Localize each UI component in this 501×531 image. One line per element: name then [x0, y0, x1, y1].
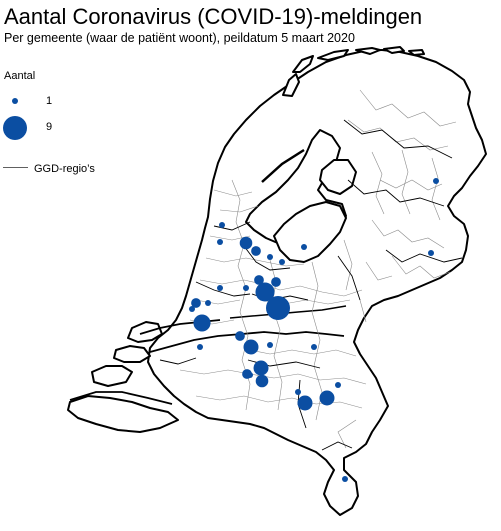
- legend-label-small: 1: [46, 95, 53, 107]
- westerschelde: [69, 391, 173, 405]
- afsluitdijk: [261, 148, 305, 183]
- case-marker-hilversum: [267, 254, 273, 260]
- legend-marker-small: [12, 98, 18, 104]
- legend-marker-large: [3, 116, 27, 140]
- case-marker-almere: [301, 244, 307, 250]
- case-marker-leiden: [217, 285, 223, 291]
- case-marker-amsterdam: [239, 236, 253, 250]
- flevoland: [273, 201, 347, 263]
- case-marker-helmond: [319, 390, 335, 406]
- case-markers: [189, 178, 439, 482]
- river-waal-maas: [149, 331, 345, 353]
- case-marker-nuenen: [335, 382, 341, 388]
- case-marker-hellevoetsluis: [197, 344, 203, 350]
- case-marker-apeldoorn: [433, 178, 439, 184]
- zeeland-islands: [67, 321, 179, 433]
- legend-symbols: [3, 98, 28, 168]
- legend-label-ggd-regions: GGD-regio’s: [34, 163, 95, 175]
- case-marker-utrecht: [255, 282, 275, 302]
- noordoostpolder: [319, 159, 357, 195]
- case-marker-houten: [279, 259, 285, 265]
- case-marker-zaanstad: [219, 222, 225, 228]
- municipality-borders: [179, 89, 457, 449]
- case-marker-nieuwegein: [266, 296, 290, 320]
- page-title: Aantal Coronavirus (COVID-19)-meldingen: [4, 4, 423, 29]
- case-marker-zeist: [271, 277, 281, 287]
- case-marker-delft: [189, 306, 195, 312]
- page-subtitle: Per gemeente (waar de patiënt woont), pe…: [4, 31, 355, 45]
- case-marker-amstelveen: [251, 246, 261, 256]
- case-marker-haarlem: [217, 239, 223, 245]
- case-marker-rotterdam: [193, 314, 211, 332]
- case-marker-breda: [255, 374, 269, 388]
- legend-label-large: 9: [46, 121, 53, 133]
- case-marker-s-hertogenbosch: [311, 344, 317, 350]
- case-marker-enschede: [428, 250, 434, 256]
- case-marker-gorinchem: [243, 339, 259, 355]
- case-marker-tilburg-noord: [267, 342, 273, 348]
- case-marker-eindhoven: [297, 395, 313, 411]
- case-marker-maastricht: [342, 476, 348, 482]
- wadden-islands: [282, 46, 425, 97]
- legend-title: Aantal: [4, 70, 36, 82]
- case-marker-zoetermeer: [205, 300, 211, 306]
- case-marker-den-haag: [191, 298, 201, 308]
- case-marker-utrecht-west: [254, 275, 264, 285]
- case-marker-emmen: [242, 369, 252, 379]
- case-marker-dordrecht: [235, 331, 245, 341]
- case-marker-alphen: [243, 285, 249, 291]
- case-marker-tilburg: [253, 360, 269, 376]
- case-marker-veldhoven: [295, 389, 301, 395]
